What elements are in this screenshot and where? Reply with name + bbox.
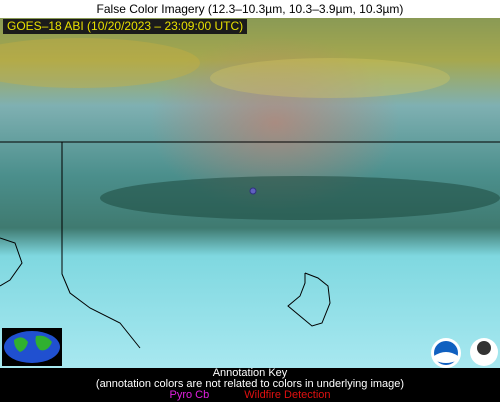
noaa-logo [431,338,461,368]
yellow-area [0,38,200,88]
annotation-key: Annotation Key (annotation colors are no… [0,368,500,402]
key-item: Pyro Cb [169,389,210,401]
key-item: Wildfire Detection [244,389,331,401]
key-title: Annotation Key [212,367,288,379]
satellite-image [0,18,500,368]
title: False Color Imagery (12.3–10.3µm, 10.3–3… [96,2,404,16]
boundaries [0,141,500,349]
yellow-area [210,58,450,98]
image-label: GOES–18 ABI (10/20/2023 – 23:09:00 UTC) [3,19,248,34]
key-note: (annotation colors are not related to co… [95,378,405,390]
cimss-logo [470,338,498,366]
marker [249,187,257,195]
globe-logo [2,328,62,366]
dark-band [100,176,500,220]
